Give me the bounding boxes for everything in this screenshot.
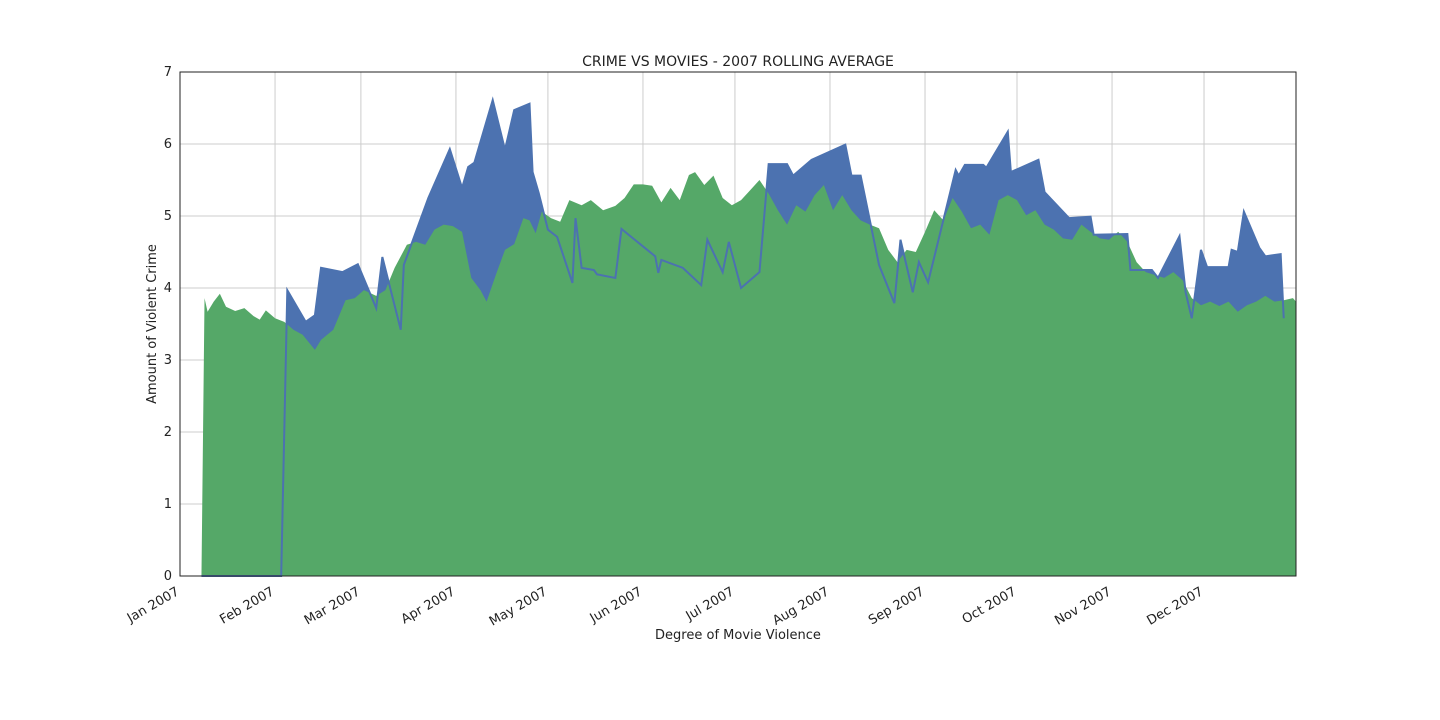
y-tick-label: 5: [164, 209, 172, 224]
x-tick-label: Oct 2007: [960, 584, 1019, 627]
x-tick-label: Jun 2007: [587, 584, 645, 626]
x-tick-label: Feb 2007: [217, 584, 277, 627]
x-tick-label: May 2007: [487, 584, 550, 629]
chart-title: CRIME VS MOVIES - 2007 ROLLING AVERAGE: [582, 54, 894, 70]
y-tick-label: 0: [164, 569, 172, 584]
x-tick-label: Nov 2007: [1052, 584, 1114, 628]
area: [201, 172, 1296, 576]
y-tick-label: 1: [164, 497, 172, 512]
y-tick-label: 4: [164, 281, 172, 296]
y-axis-label: Amount of Violent Crime: [145, 244, 160, 404]
x-tick-label: Apr 2007: [399, 584, 458, 627]
y-tick-label: 3: [164, 353, 172, 368]
y-tick-label: 2: [164, 425, 172, 440]
x-tick-label: Jan 2007: [124, 584, 182, 626]
line: [201, 96, 1285, 577]
x-tick-label: Jul 2007: [683, 584, 737, 624]
y-tick-label: 6: [164, 137, 172, 152]
plot-area: [201, 96, 1296, 577]
y-tick-label: 7: [164, 65, 172, 80]
x-tick-label: Mar 2007: [302, 584, 363, 628]
axes-frame: [179, 71, 1297, 577]
x-tick-label: Aug 2007: [770, 584, 832, 628]
x-tick-label: Dec 2007: [1145, 584, 1207, 628]
x-tick-label: Sep 2007: [866, 584, 927, 628]
x-axis-label: Degree of Movie Violence: [655, 628, 821, 643]
